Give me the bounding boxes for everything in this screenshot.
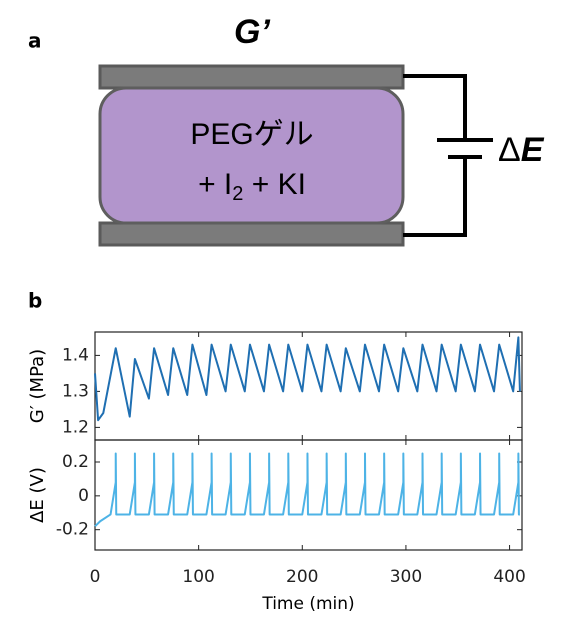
data-line xyxy=(94,452,520,528)
panel-label: a xyxy=(28,29,42,53)
y-tick-label: 1.4 xyxy=(62,345,89,365)
gel-text-part: + KI xyxy=(243,168,306,201)
x-tick-label: 400 xyxy=(493,567,525,587)
voltage-label: ΔE xyxy=(498,131,545,169)
y-tick-label: 0.2 xyxy=(62,452,89,472)
gel-text: PEGゲル xyxy=(190,118,313,151)
data-line xyxy=(94,336,521,422)
y-tick-label: 0 xyxy=(78,486,89,506)
x-tick-label: 0 xyxy=(90,567,101,587)
top-plate xyxy=(98,64,405,90)
y-axis-label: G′ (MPa) xyxy=(27,349,48,423)
symbol: E xyxy=(521,131,545,169)
gel xyxy=(98,86,405,225)
gel-text-part: + I xyxy=(198,168,232,201)
plot-frame xyxy=(94,439,523,551)
x-axis-label: Time (min) xyxy=(261,594,354,614)
subscript: 2 xyxy=(232,183,243,205)
delta: Δ xyxy=(498,131,521,169)
gel-text: + I2 + KI xyxy=(198,168,306,205)
x-tick-label: 200 xyxy=(286,567,318,587)
x-tick-label: 100 xyxy=(182,567,214,587)
wire xyxy=(403,157,467,237)
y-axis-label: ΔE (V) xyxy=(27,467,48,523)
x-tick-label: 300 xyxy=(390,567,422,587)
y-tick-label: 1.2 xyxy=(62,417,89,437)
y-tick-label: 1.3 xyxy=(62,381,89,401)
bottom-plate xyxy=(98,221,405,247)
modulus-label: G’ xyxy=(234,13,270,51)
panel-label: b xyxy=(28,289,42,313)
y-tick-label: -0.2 xyxy=(56,520,89,540)
wire xyxy=(403,74,467,140)
